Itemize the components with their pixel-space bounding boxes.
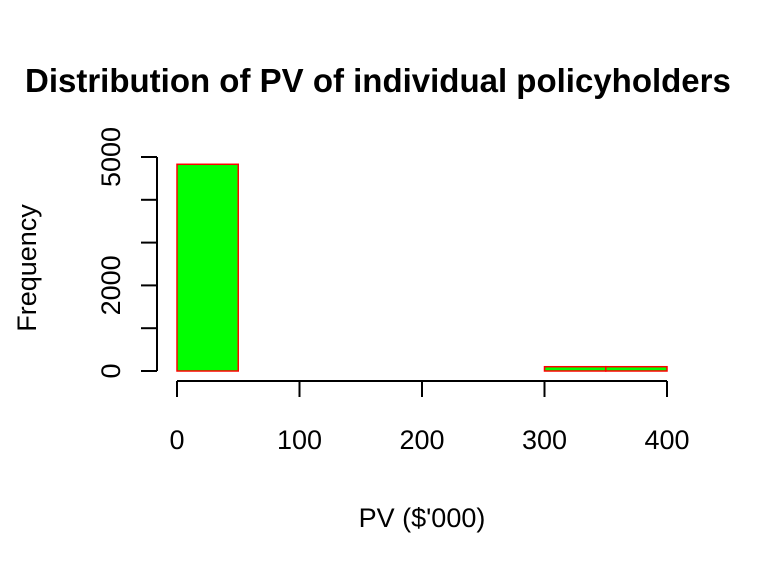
x-tick-label-4: 400	[644, 425, 689, 455]
chart-title: Distribution of PV of individual policyh…	[25, 62, 731, 99]
histogram-bar-0	[176, 163, 239, 372]
x-tick-label-3: 300	[522, 425, 567, 455]
x-tick-label-1: 100	[277, 425, 322, 455]
y-tick-label-0: 0	[96, 363, 126, 378]
y-tick-label-5: 5000	[96, 127, 126, 187]
y-axis-label: Frequency	[12, 204, 42, 332]
y-tick-label-2: 2000	[96, 255, 126, 315]
histogram-bar-6	[543, 365, 607, 372]
x-tick-label-2: 200	[399, 425, 444, 455]
bars-group	[176, 163, 668, 372]
histogram-bar-7	[605, 365, 668, 372]
x-axis: 0 100 200 300 400	[169, 380, 690, 455]
y-axis: 0 2000 5000	[96, 127, 158, 379]
x-tick-label-0: 0	[169, 425, 184, 455]
x-axis-label: PV ($'000)	[359, 503, 486, 533]
